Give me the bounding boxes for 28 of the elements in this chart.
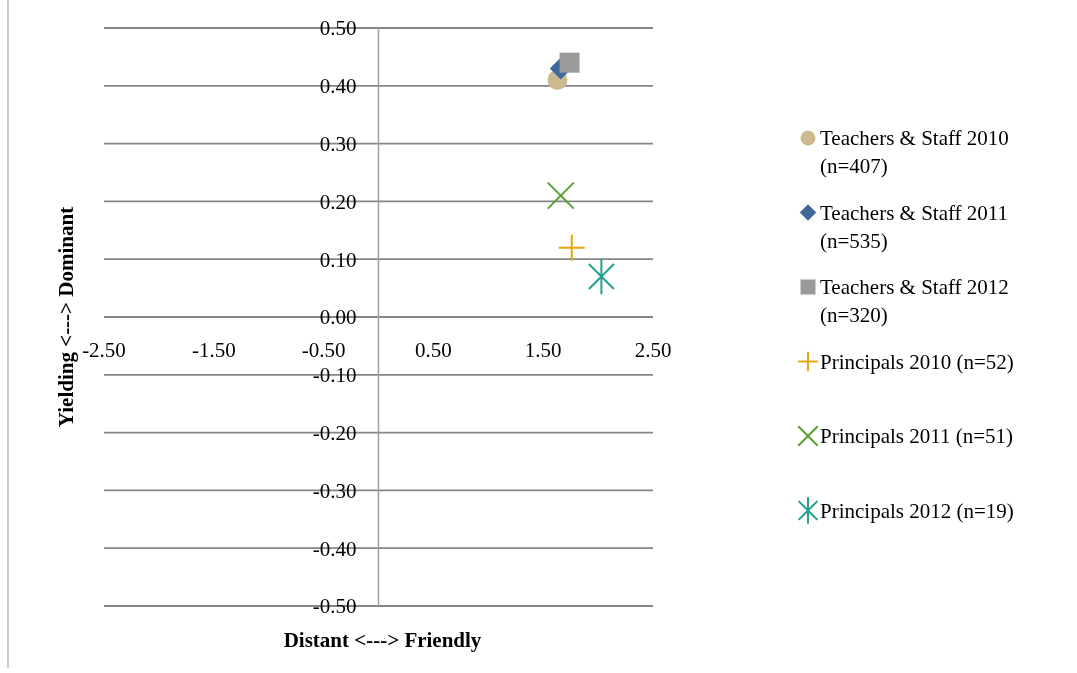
legend-label: Principals 2012 (n=19) xyxy=(820,498,1014,523)
y-tick-label: -0.30 xyxy=(312,478,357,503)
y-tick-label: 0.30 xyxy=(319,131,357,156)
y-tick-label: -0.10 xyxy=(312,363,357,388)
legend-label: Teachers & Staff 2010 (n=407) xyxy=(820,126,1009,179)
y-tick-label: 0.00 xyxy=(319,305,357,330)
x-tick-label: 0.50 xyxy=(415,338,452,363)
point xyxy=(588,258,615,295)
y-tick-label: 0.20 xyxy=(319,189,357,214)
y-tick-label: 0.40 xyxy=(319,74,357,99)
x-tick-label: -1.50 xyxy=(191,338,236,363)
legend-label: Teachers & Staff 2012 (n=320) xyxy=(820,275,1009,328)
y-tick-label: -0.40 xyxy=(312,536,357,561)
x-tick-label: 1.50 xyxy=(524,338,562,363)
legend-label: Principals 2010 (n=52) xyxy=(820,349,1014,374)
y-tick-label: -0.50 xyxy=(312,594,357,619)
x-axis-title: Distant <---> Friendly xyxy=(283,628,482,653)
y-tick-label: 0.10 xyxy=(319,247,357,272)
point xyxy=(558,234,585,261)
point xyxy=(547,181,575,210)
point xyxy=(559,52,580,73)
x-tick-label: -2.50 xyxy=(82,338,126,363)
legend-label: Teachers & Staff 2011 (n=535) xyxy=(820,200,1009,253)
x-tick-label: 2.50 xyxy=(634,338,672,363)
y-tick-label: -0.20 xyxy=(312,420,357,445)
y-axis-title: Yielding <---> Dominant xyxy=(54,206,79,428)
legend-label: Principals 2011 (n=51) xyxy=(820,424,1014,449)
y-tick-label: 0.50 xyxy=(319,16,357,41)
